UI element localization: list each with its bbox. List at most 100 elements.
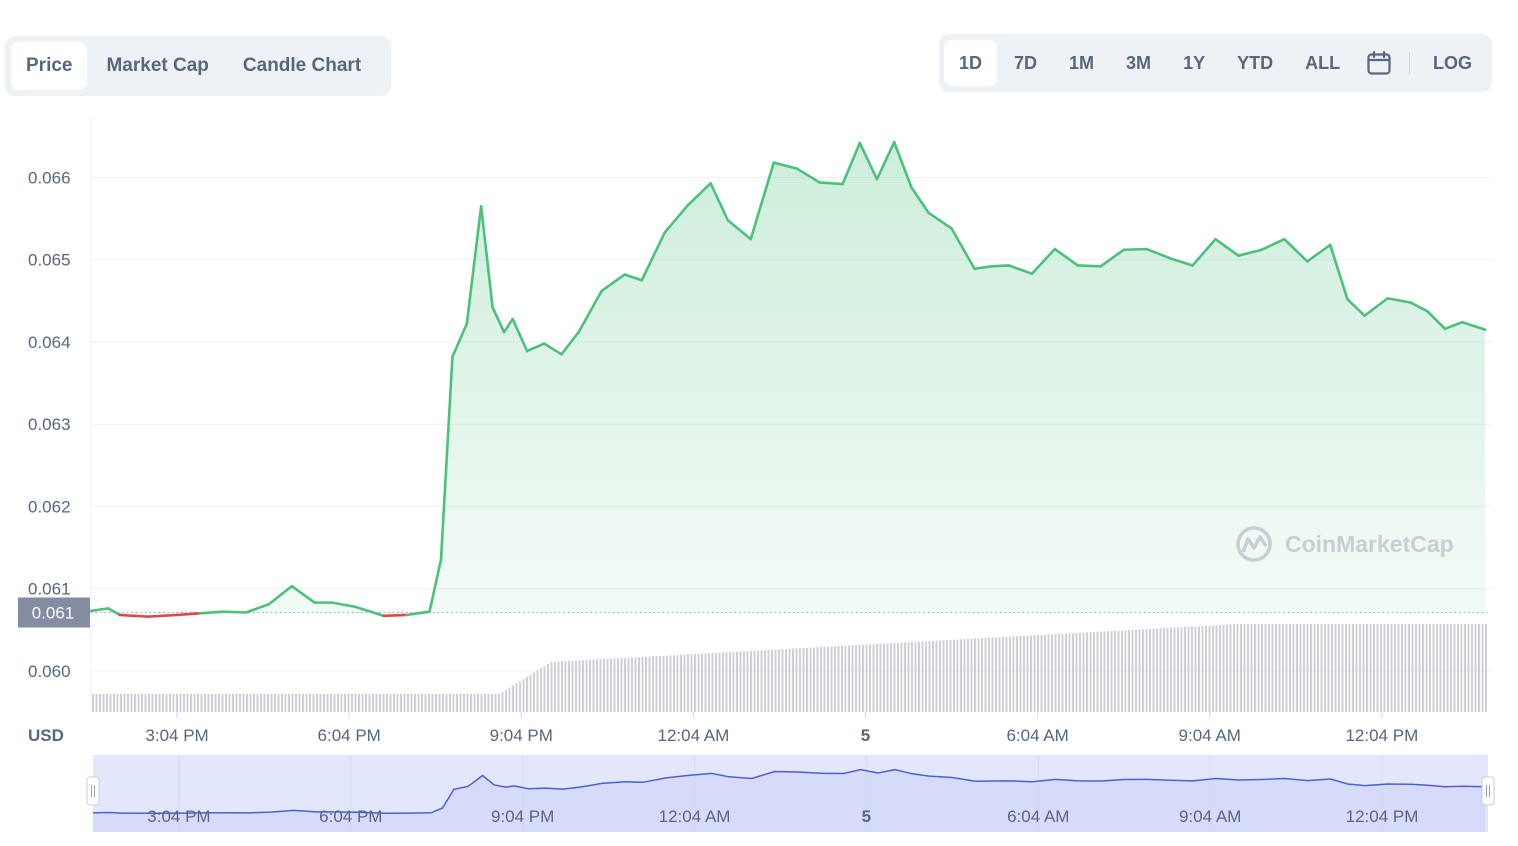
range-navigator[interactable]: 3:04 PM 6:04 PM 9:04 PM 12:04 AM 5 6:04 AM 9:0… <box>86 755 1495 832</box>
volume-bar <box>368 694 371 712</box>
volume-bar <box>1306 624 1309 712</box>
volume-bar <box>855 645 857 712</box>
volume-bar <box>484 694 486 712</box>
volume-bar <box>823 646 826 712</box>
volume-bar <box>340 694 343 712</box>
volume-bar <box>137 694 140 712</box>
tab-candle-chart[interactable]: Candle Chart <box>242 55 362 76</box>
price-segment <box>858 141 879 181</box>
volume-bar <box>249 694 252 712</box>
volume-bar <box>683 654 686 712</box>
navigator-right-handle[interactable] <box>1481 776 1495 806</box>
navigator-left-handle[interactable] <box>86 776 100 806</box>
x-tick-label: 3:04 PM <box>145 726 208 745</box>
range-1y[interactable]: 1Y <box>1183 52 1206 73</box>
volume-bar <box>1369 624 1372 712</box>
tab-market-cap[interactable]: Market Cap <box>106 55 209 76</box>
price-segment <box>1007 264 1034 276</box>
y-tick-label: 0.061 <box>28 580 71 599</box>
volume-bar <box>228 694 231 712</box>
volume-bar <box>232 694 234 712</box>
volume-bar <box>1061 633 1064 712</box>
log-toggle[interactable]: LOG <box>1433 52 1472 73</box>
volume-bar <box>449 694 451 712</box>
volume-bar <box>316 694 318 712</box>
range-7d[interactable]: 7D <box>1014 52 1038 73</box>
handle-body <box>1481 776 1495 806</box>
price-segment <box>1460 320 1487 331</box>
volume-bar <box>522 679 525 712</box>
price-segment <box>290 584 317 604</box>
volume-bar <box>827 646 829 712</box>
volume-bar <box>204 694 206 712</box>
volume-bar <box>1110 631 1113 712</box>
volume-bar <box>771 649 773 712</box>
price-segment <box>950 227 976 271</box>
range-1d[interactable]: 1D <box>944 40 998 86</box>
volume-bar <box>799 648 801 712</box>
volume-bar <box>459 694 462 712</box>
volume-bar <box>470 694 472 712</box>
watermark-text: CoinMarketCap <box>1285 531 1454 557</box>
volume-bar <box>1338 624 1340 712</box>
volume-bar <box>1471 624 1473 712</box>
range-ytd[interactable]: YTD <box>1237 52 1274 73</box>
range-1m[interactable]: 1M <box>1069 52 1095 73</box>
volume-bar <box>1457 624 1459 712</box>
volume-bar <box>1383 624 1386 712</box>
volume-bar <box>491 694 493 712</box>
price-segment <box>560 330 580 356</box>
volume-bar <box>582 660 584 712</box>
volume-bar <box>1264 624 1267 712</box>
volume-bar <box>207 694 210 712</box>
volume-bar <box>536 670 539 712</box>
tab-price[interactable]: Price <box>11 42 88 90</box>
volume-bar <box>1198 626 1200 712</box>
volume-bar <box>365 694 367 712</box>
range-all[interactable]: ALL <box>1305 52 1341 73</box>
volume-bar <box>123 694 126 712</box>
volume-bar <box>655 656 658 712</box>
volume-bar <box>708 653 710 712</box>
volume-bar <box>830 646 833 712</box>
volume-bar <box>785 649 787 712</box>
x-tick-label: 12:04 PM <box>1345 726 1418 745</box>
volume-bar <box>1436 624 1438 712</box>
volume-bar <box>134 694 136 712</box>
volume-bar <box>1278 624 1281 712</box>
price-segment <box>990 264 1011 268</box>
volume-bar <box>508 687 511 712</box>
price-segment <box>1443 320 1464 331</box>
volume-bar <box>620 658 623 712</box>
price-segment <box>428 558 443 613</box>
volume-bar <box>1282 624 1284 712</box>
volume-bar <box>1037 635 1039 712</box>
volume-bar <box>837 646 840 712</box>
volume-bar <box>862 644 864 712</box>
volume-bar <box>774 649 777 712</box>
volume-bar <box>1429 624 1431 712</box>
volume-bar <box>267 694 269 712</box>
volume-bar <box>578 660 581 712</box>
volume-bar <box>967 638 969 712</box>
volume-bar <box>141 694 143 712</box>
volume-bar <box>883 643 885 712</box>
volume-bar <box>158 694 161 712</box>
price-segment <box>875 140 896 181</box>
volume-bar <box>764 650 766 712</box>
range-3m[interactable]: 3M <box>1126 52 1152 73</box>
volume-bar <box>697 653 700 712</box>
price-segment <box>663 204 689 234</box>
navigator-tick-label: 12:04 PM <box>1346 807 1419 826</box>
calendar-button[interactable] <box>1357 40 1401 86</box>
volume-bar <box>1299 624 1302 712</box>
price-segment <box>1145 247 1171 260</box>
volume-bar <box>438 694 441 712</box>
price-segment <box>89 607 110 613</box>
volume-bar <box>1152 628 1155 712</box>
volume-bar <box>1296 624 1298 712</box>
volume-bar <box>1215 625 1218 712</box>
volume-bar <box>372 694 374 712</box>
volume-bar <box>1131 629 1134 712</box>
